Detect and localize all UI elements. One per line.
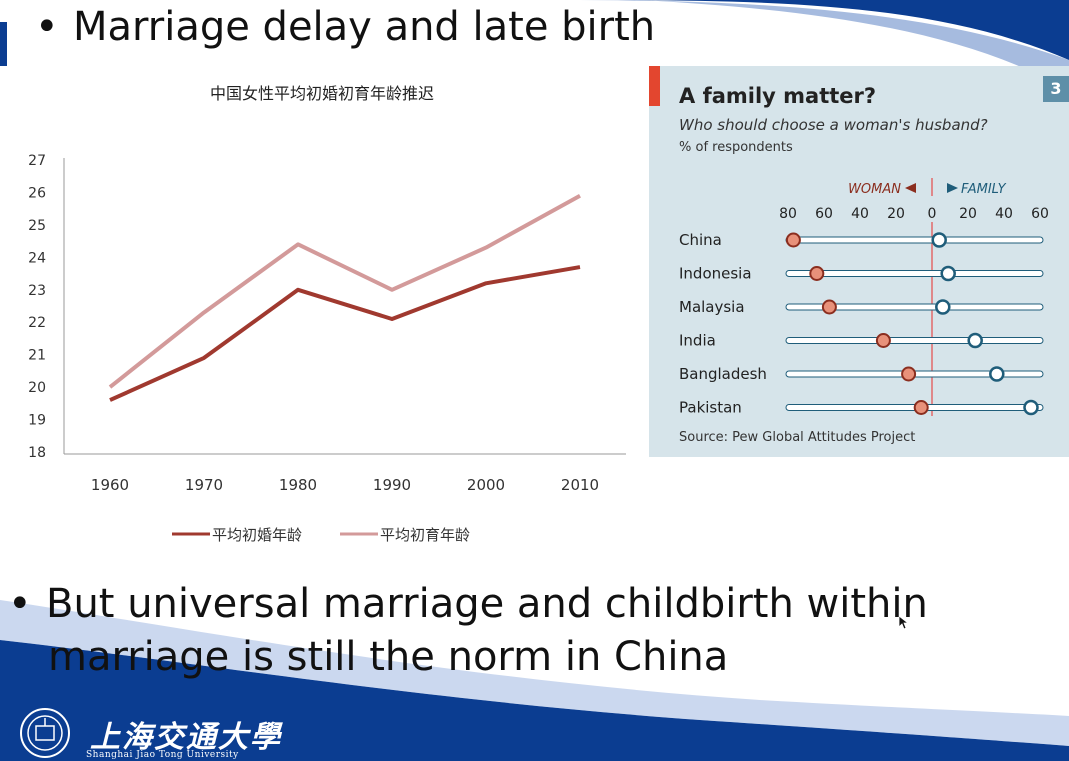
bullet-point-1: • Marriage delay and late birth [35,4,655,50]
axis-tick-label: 60 [1031,206,1049,222]
series-line [109,265,581,402]
family-dot [931,232,947,248]
country-label: India [679,332,716,350]
family-dot [989,366,1005,382]
bullet-symbol-2: • [8,581,32,627]
direction-label-family: FAMILY [961,182,1007,197]
y-tick-label: 19 [28,413,46,429]
legend-label-birth: 平均初育年龄 [380,526,470,544]
bullet-text-2-line-2: marriage is still the norm in China [48,634,729,680]
family-dot [967,332,983,349]
legend: 平均初婚年龄 平均初育年龄 [172,526,470,544]
panel-title: A family matter? [679,84,877,108]
y-tick-label: 24 [28,250,46,266]
family-dot [935,299,951,315]
woman-dot [821,299,837,315]
axis-tick-label: 80 [779,206,797,222]
y-tick-label: 25 [28,218,46,234]
y-tick-label: 20 [28,380,46,396]
family-dot [1023,399,1039,416]
panel-subtitle: Who should choose a woman's husband? [679,116,988,134]
country-label: Bangladesh [679,365,767,383]
country-label: China [679,231,722,249]
row-track [785,236,1044,244]
x-tick-label: 1980 [279,476,317,494]
woman-dot [913,400,929,415]
x-tick-labels: 1960 1970 1980 1990 2000 2010 [91,476,599,494]
arrow-right-icon [947,183,958,193]
y-tick-label: 26 [28,185,46,201]
bullet-symbol: • [35,4,59,50]
arrow-left-icon [905,183,916,193]
legend-label-marriage: 平均初婚年龄 [212,526,302,544]
x-tick-label: 1970 [185,476,223,494]
university-name-cn: 上海交通大學 [90,720,282,755]
panel-badge: 3 [1043,76,1069,102]
x-tick-label: 1990 [373,476,411,494]
family-dot [940,265,956,282]
country-label: Indonesia [679,265,752,283]
chart-title: 中国女性平均初婚初育年龄推迟 [210,84,434,103]
row-track [785,337,1044,344]
bullet-text-2-line-1: But universal marriage and childbirth wi… [46,581,928,627]
series-lines [108,193,581,402]
y-tick-label: 18 [28,445,46,461]
y-tick-labels: 18 19 20 21 22 23 24 25 26 27 [28,153,46,461]
woman-dot [901,366,917,382]
mouse-cursor-icon [899,616,909,630]
bullet-text-1: Marriage delay and late birth [73,4,656,50]
x-tick-label: 1960 [91,476,129,494]
x-tick-label: 2010 [561,476,599,494]
y-tick-label: 22 [28,315,46,331]
woman-dot [785,232,801,248]
axis-tick-label: 60 [815,206,833,222]
university-name-en: Shanghai Jiao Tong University [86,750,239,760]
country-label: Pakistan [679,399,742,417]
country-label: Malaysia [679,298,745,316]
direction-label-woman: WOMAN [848,182,901,197]
row-track [785,270,1044,277]
slide-left-marker [0,22,7,66]
y-tick-label: 23 [28,283,46,299]
woman-dot [809,266,825,281]
woman-dot [875,333,891,348]
axis-tick-label: 0 [928,206,937,222]
panel-unit: % of respondents [679,140,793,155]
university-seal-icon [20,708,70,758]
age-line-chart: 中国女性平均初婚初育年龄推迟 18 19 20 21 22 23 24 25 26 27 1960… [28,84,626,544]
y-tick-label: 21 [28,348,46,364]
axis-tick-label: 20 [887,206,905,222]
panel-source: Source: Pew Global Attitudes Project [679,430,916,445]
series-line [108,193,581,389]
axis-tick-label: 40 [995,206,1013,222]
row-track [785,303,1044,311]
panel-red-tab [649,66,660,106]
y-tick-label: 27 [28,153,46,169]
country-rows: China Indonesia Malaysia India Bangladesh Pak… [679,231,1044,417]
axis-tick-labels: 80 60 40 20 0 20 40 60 [779,206,1049,222]
x-tick-label: 2000 [467,476,505,494]
family-matter-panel: 3 A family matter? Who should choose a w… [649,66,1069,457]
axis-tick-label: 20 [959,206,977,222]
bullet-point-2: • But universal marriage and childbirth w… [8,576,948,632]
family-matter-chart: WOMAN FAMILY 80 60 40 20 0 20 40 60 China Indone… [679,178,1049,417]
axis-tick-label: 40 [851,206,869,222]
